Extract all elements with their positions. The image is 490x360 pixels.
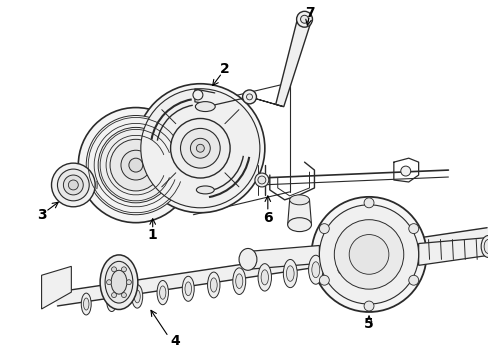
Circle shape [319, 275, 329, 285]
Circle shape [258, 176, 266, 184]
Circle shape [112, 293, 117, 298]
Ellipse shape [258, 264, 271, 291]
Circle shape [57, 169, 89, 201]
Ellipse shape [287, 266, 294, 281]
Ellipse shape [81, 293, 91, 315]
Circle shape [69, 180, 78, 190]
Ellipse shape [210, 278, 217, 292]
Circle shape [51, 163, 95, 207]
Ellipse shape [134, 290, 140, 303]
Circle shape [319, 205, 418, 304]
Circle shape [409, 224, 418, 234]
Ellipse shape [312, 262, 320, 278]
Polygon shape [251, 97, 283, 107]
Ellipse shape [109, 294, 115, 306]
Circle shape [401, 166, 411, 176]
Circle shape [112, 267, 117, 272]
Text: 1: 1 [148, 228, 158, 242]
Ellipse shape [239, 248, 257, 270]
Ellipse shape [334, 251, 349, 281]
Ellipse shape [288, 218, 312, 231]
Ellipse shape [309, 255, 323, 284]
Ellipse shape [233, 268, 245, 294]
Ellipse shape [236, 274, 243, 288]
Circle shape [141, 89, 260, 208]
Ellipse shape [105, 261, 133, 303]
Circle shape [312, 197, 427, 312]
Text: 5: 5 [364, 317, 374, 331]
Ellipse shape [196, 186, 214, 194]
Ellipse shape [481, 235, 490, 257]
Circle shape [171, 118, 230, 178]
Polygon shape [248, 246, 319, 269]
Circle shape [136, 84, 265, 213]
Ellipse shape [359, 247, 374, 278]
Ellipse shape [337, 258, 345, 274]
Circle shape [364, 301, 374, 311]
Circle shape [409, 275, 418, 285]
Ellipse shape [290, 195, 310, 205]
Circle shape [63, 175, 83, 195]
Text: 7: 7 [305, 6, 314, 20]
Circle shape [193, 90, 203, 100]
Ellipse shape [100, 255, 138, 310]
Text: 3: 3 [37, 208, 47, 222]
Circle shape [122, 293, 126, 298]
Ellipse shape [196, 102, 215, 112]
Circle shape [191, 138, 210, 158]
Ellipse shape [157, 280, 169, 305]
Circle shape [110, 139, 162, 191]
Circle shape [349, 235, 389, 274]
Ellipse shape [83, 298, 89, 310]
Circle shape [126, 280, 131, 285]
Circle shape [122, 267, 126, 272]
Circle shape [364, 198, 374, 208]
Circle shape [243, 90, 256, 104]
Circle shape [196, 144, 204, 152]
Ellipse shape [132, 285, 143, 308]
Ellipse shape [182, 276, 194, 301]
Circle shape [319, 224, 329, 234]
Circle shape [86, 116, 185, 215]
Circle shape [334, 220, 404, 289]
Circle shape [78, 108, 194, 223]
Ellipse shape [283, 260, 297, 288]
Circle shape [107, 280, 112, 285]
Ellipse shape [208, 272, 220, 298]
Circle shape [246, 94, 252, 100]
Ellipse shape [261, 270, 269, 285]
Polygon shape [288, 200, 312, 225]
Circle shape [296, 11, 313, 27]
Polygon shape [276, 17, 311, 107]
Text: 4: 4 [171, 334, 180, 348]
Ellipse shape [160, 286, 166, 299]
Circle shape [180, 129, 220, 168]
Polygon shape [55, 228, 489, 306]
Polygon shape [42, 266, 72, 309]
Ellipse shape [111, 270, 127, 294]
Ellipse shape [185, 282, 192, 296]
Ellipse shape [106, 289, 117, 311]
Ellipse shape [363, 254, 371, 270]
Circle shape [98, 127, 173, 203]
Circle shape [121, 150, 151, 180]
Circle shape [129, 158, 143, 172]
Text: 2: 2 [220, 62, 230, 76]
Circle shape [255, 173, 269, 187]
Ellipse shape [484, 239, 490, 253]
Text: 6: 6 [263, 211, 272, 225]
Circle shape [300, 15, 309, 23]
Polygon shape [418, 238, 488, 265]
